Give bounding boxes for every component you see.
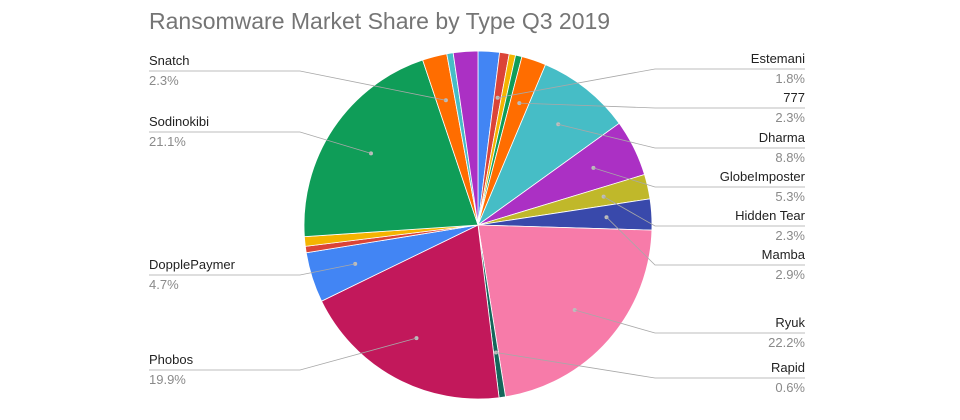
leader-line	[149, 131, 372, 154]
pie-slice-ryuk	[477, 224, 653, 398]
slice-label-name: Estemani	[751, 51, 805, 66]
slice-label-percent: 2.3%	[149, 73, 179, 88]
pie-slice-sodinokibi	[303, 59, 479, 238]
slice-label-name: Sodinokibi	[149, 114, 209, 129]
slice-label-percent: 0.6%	[775, 380, 805, 395]
slice-label-name: GlobeImposter	[720, 169, 806, 184]
slice-label-name: 777	[783, 90, 805, 105]
pie-slice-unlabeled-18	[452, 50, 479, 226]
slice-label-percent: 4.7%	[149, 277, 179, 292]
slice-label-name: Snatch	[149, 53, 189, 68]
chart-title: Ransomware Market Share by Type Q3 2019	[149, 8, 611, 34]
slice-label-percent: 2.3%	[775, 110, 805, 125]
leader-line	[497, 68, 805, 99]
slice-label-name: Rapid	[771, 360, 805, 375]
slice-label-name: Hidden Tear	[735, 208, 806, 223]
slice-label-name: DopplePaymer	[149, 257, 236, 272]
leader-line	[149, 337, 417, 371]
leader-line	[149, 263, 356, 276]
slice-label-name: Mamba	[762, 247, 806, 262]
leader-line	[149, 70, 446, 101]
slice-label-percent: 19.9%	[149, 372, 186, 387]
leader-line	[603, 196, 805, 227]
slice-label-percent: 5.3%	[775, 189, 805, 204]
slice-label-percent: 2.3%	[775, 228, 805, 243]
slice-label-percent: 2.9%	[775, 267, 805, 282]
slice-label-name: Ryuk	[775, 315, 805, 330]
pie-slice-dharma	[477, 64, 620, 227]
slice-label-percent: 22.2%	[768, 335, 805, 350]
leader-line	[519, 102, 805, 109]
leader-line	[495, 352, 805, 379]
slice-label-name: Dharma	[759, 130, 806, 145]
slice-label-percent: 8.8%	[775, 150, 805, 165]
pie-slice-phobos	[321, 224, 500, 400]
leader-line	[558, 123, 805, 149]
slice-label-name: Phobos	[149, 352, 194, 367]
slice-label-percent: 21.1%	[149, 134, 186, 149]
leader-line	[606, 216, 805, 266]
leader-line	[574, 309, 805, 334]
leader-line	[593, 167, 805, 188]
slice-label-percent: 1.8%	[775, 71, 805, 86]
